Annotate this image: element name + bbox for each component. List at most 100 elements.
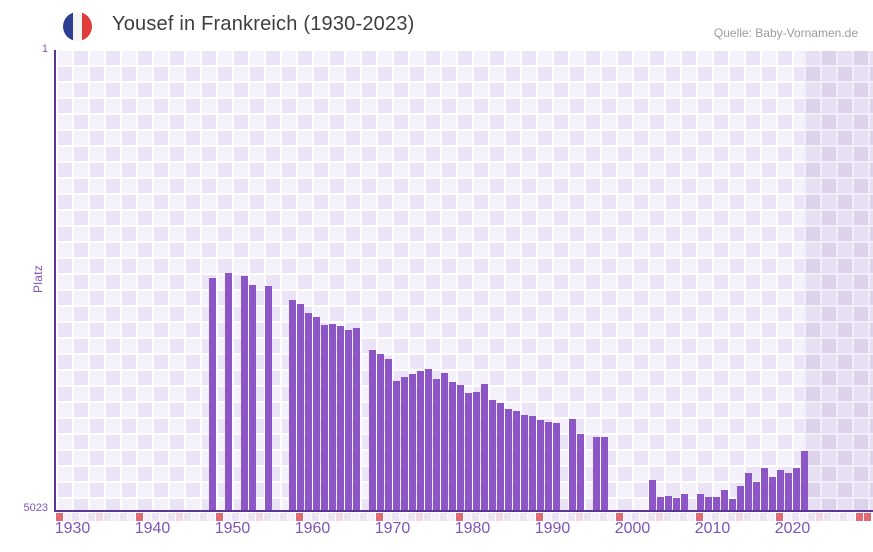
year-strip-cell — [520, 513, 527, 521]
year-strip-cell — [496, 513, 503, 521]
bar-1992[interactable] — [552, 423, 560, 511]
bar-1990[interactable] — [536, 420, 544, 511]
bar-2004[interactable] — [648, 480, 656, 511]
year-strip-cell — [160, 513, 167, 521]
bar-2017[interactable] — [752, 482, 760, 511]
bar-1969[interactable] — [368, 350, 376, 511]
bar-1983[interactable] — [480, 384, 488, 511]
bar-1995[interactable] — [576, 434, 584, 511]
year-strip-cell — [392, 513, 399, 521]
chart-title: Yousef in Frankreich (1930-2023) — [112, 13, 415, 35]
bar-2014[interactable] — [728, 499, 736, 511]
bar-1965[interactable] — [336, 326, 344, 511]
year-strip-cell — [512, 513, 519, 521]
bar-1980[interactable] — [456, 385, 464, 511]
year-strip-cell — [528, 513, 535, 521]
bar-1982[interactable] — [472, 392, 480, 511]
year-strip-cell — [688, 513, 695, 521]
bar-1971[interactable] — [384, 359, 392, 511]
bar-1960[interactable] — [296, 304, 304, 511]
year-strip-cell — [128, 513, 135, 521]
year-strip-cell — [168, 513, 175, 521]
year-strip-cell — [584, 513, 591, 521]
bar-1976[interactable] — [424, 369, 432, 511]
bar-1951[interactable] — [224, 273, 232, 511]
bar-1989[interactable] — [528, 416, 536, 511]
bar-1954[interactable] — [248, 285, 256, 511]
bar-2022[interactable] — [792, 468, 800, 511]
bar-1981[interactable] — [464, 393, 472, 511]
year-strip-cell — [720, 513, 727, 521]
year-strip-cell — [192, 513, 199, 521]
bar-1977[interactable] — [432, 379, 440, 511]
bar-1964[interactable] — [328, 324, 336, 511]
x-axis-line — [54, 510, 873, 512]
year-strip-cell — [784, 513, 791, 521]
bar-1972[interactable] — [392, 381, 400, 511]
bar-2015[interactable] — [736, 486, 744, 511]
year-strip-cell — [640, 513, 647, 521]
year-strip-cell — [488, 513, 495, 521]
year-strip-cell — [152, 513, 159, 521]
bar-2012[interactable] — [712, 497, 720, 511]
bar-1994[interactable] — [568, 419, 576, 511]
year-strip-cell — [56, 513, 63, 521]
year-strip-cell — [248, 513, 255, 521]
future-years-region — [804, 51, 873, 511]
bar-2011[interactable] — [704, 497, 712, 511]
bar-1973[interactable] — [400, 377, 408, 511]
bar-1970[interactable] — [376, 354, 384, 511]
x-tick-1930: 1930 — [54, 520, 91, 537]
flag-stripe-white — [72, 12, 83, 41]
bar-2018[interactable] — [760, 468, 768, 511]
year-strip-cell — [144, 513, 151, 521]
year-strip-cell — [80, 513, 87, 521]
bar-1975[interactable] — [416, 371, 424, 511]
bar-1962[interactable] — [312, 317, 320, 511]
bar-2023[interactable] — [800, 451, 808, 511]
bar-1959[interactable] — [288, 300, 296, 511]
bar-1997[interactable] — [592, 437, 600, 511]
bar-1949[interactable] — [208, 278, 216, 511]
bar-1998[interactable] — [600, 437, 608, 511]
year-strip-cell — [592, 513, 599, 521]
bar-2006[interactable] — [664, 496, 672, 511]
bar-1985[interactable] — [496, 403, 504, 511]
bar-1966[interactable] — [344, 330, 352, 511]
bar-1978[interactable] — [440, 373, 448, 511]
bar-2020[interactable] — [776, 470, 784, 511]
bar-1953[interactable] — [240, 276, 248, 511]
flag-stripe-red — [82, 12, 92, 41]
bar-2019[interactable] — [768, 477, 776, 511]
year-strip-cell — [424, 513, 431, 521]
bar-2008[interactable] — [680, 494, 688, 511]
y-axis-title: Platz — [31, 264, 45, 293]
bar-1986[interactable] — [504, 409, 512, 511]
year-strip-cell — [256, 513, 263, 521]
bar-2021[interactable] — [784, 473, 792, 511]
bar-1956[interactable] — [264, 286, 272, 511]
year-strip-cell — [736, 513, 743, 521]
bar-1974[interactable] — [408, 374, 416, 511]
year-strip-cell — [576, 513, 583, 521]
year-strip-cell — [120, 513, 127, 521]
bar-2005[interactable] — [656, 497, 664, 511]
bar-2010[interactable] — [696, 494, 704, 511]
year-strip-cell — [240, 513, 247, 521]
bar-1963[interactable] — [320, 325, 328, 511]
year-strip-cell — [848, 513, 855, 521]
year-strip-cell — [88, 513, 95, 521]
bar-1979[interactable] — [448, 382, 456, 511]
plot-area — [56, 51, 873, 511]
bar-2016[interactable] — [744, 473, 752, 511]
bar-2013[interactable] — [720, 490, 728, 511]
bar-1987[interactable] — [512, 411, 520, 511]
bar-1984[interactable] — [488, 400, 496, 511]
year-strip-cell — [776, 513, 783, 521]
bar-1991[interactable] — [544, 422, 552, 511]
bar-2007[interactable] — [672, 498, 680, 511]
bar-1988[interactable] — [520, 415, 528, 511]
bar-1967[interactable] — [352, 328, 360, 511]
year-strip-cell — [376, 513, 383, 521]
bar-1961[interactable] — [304, 313, 312, 511]
